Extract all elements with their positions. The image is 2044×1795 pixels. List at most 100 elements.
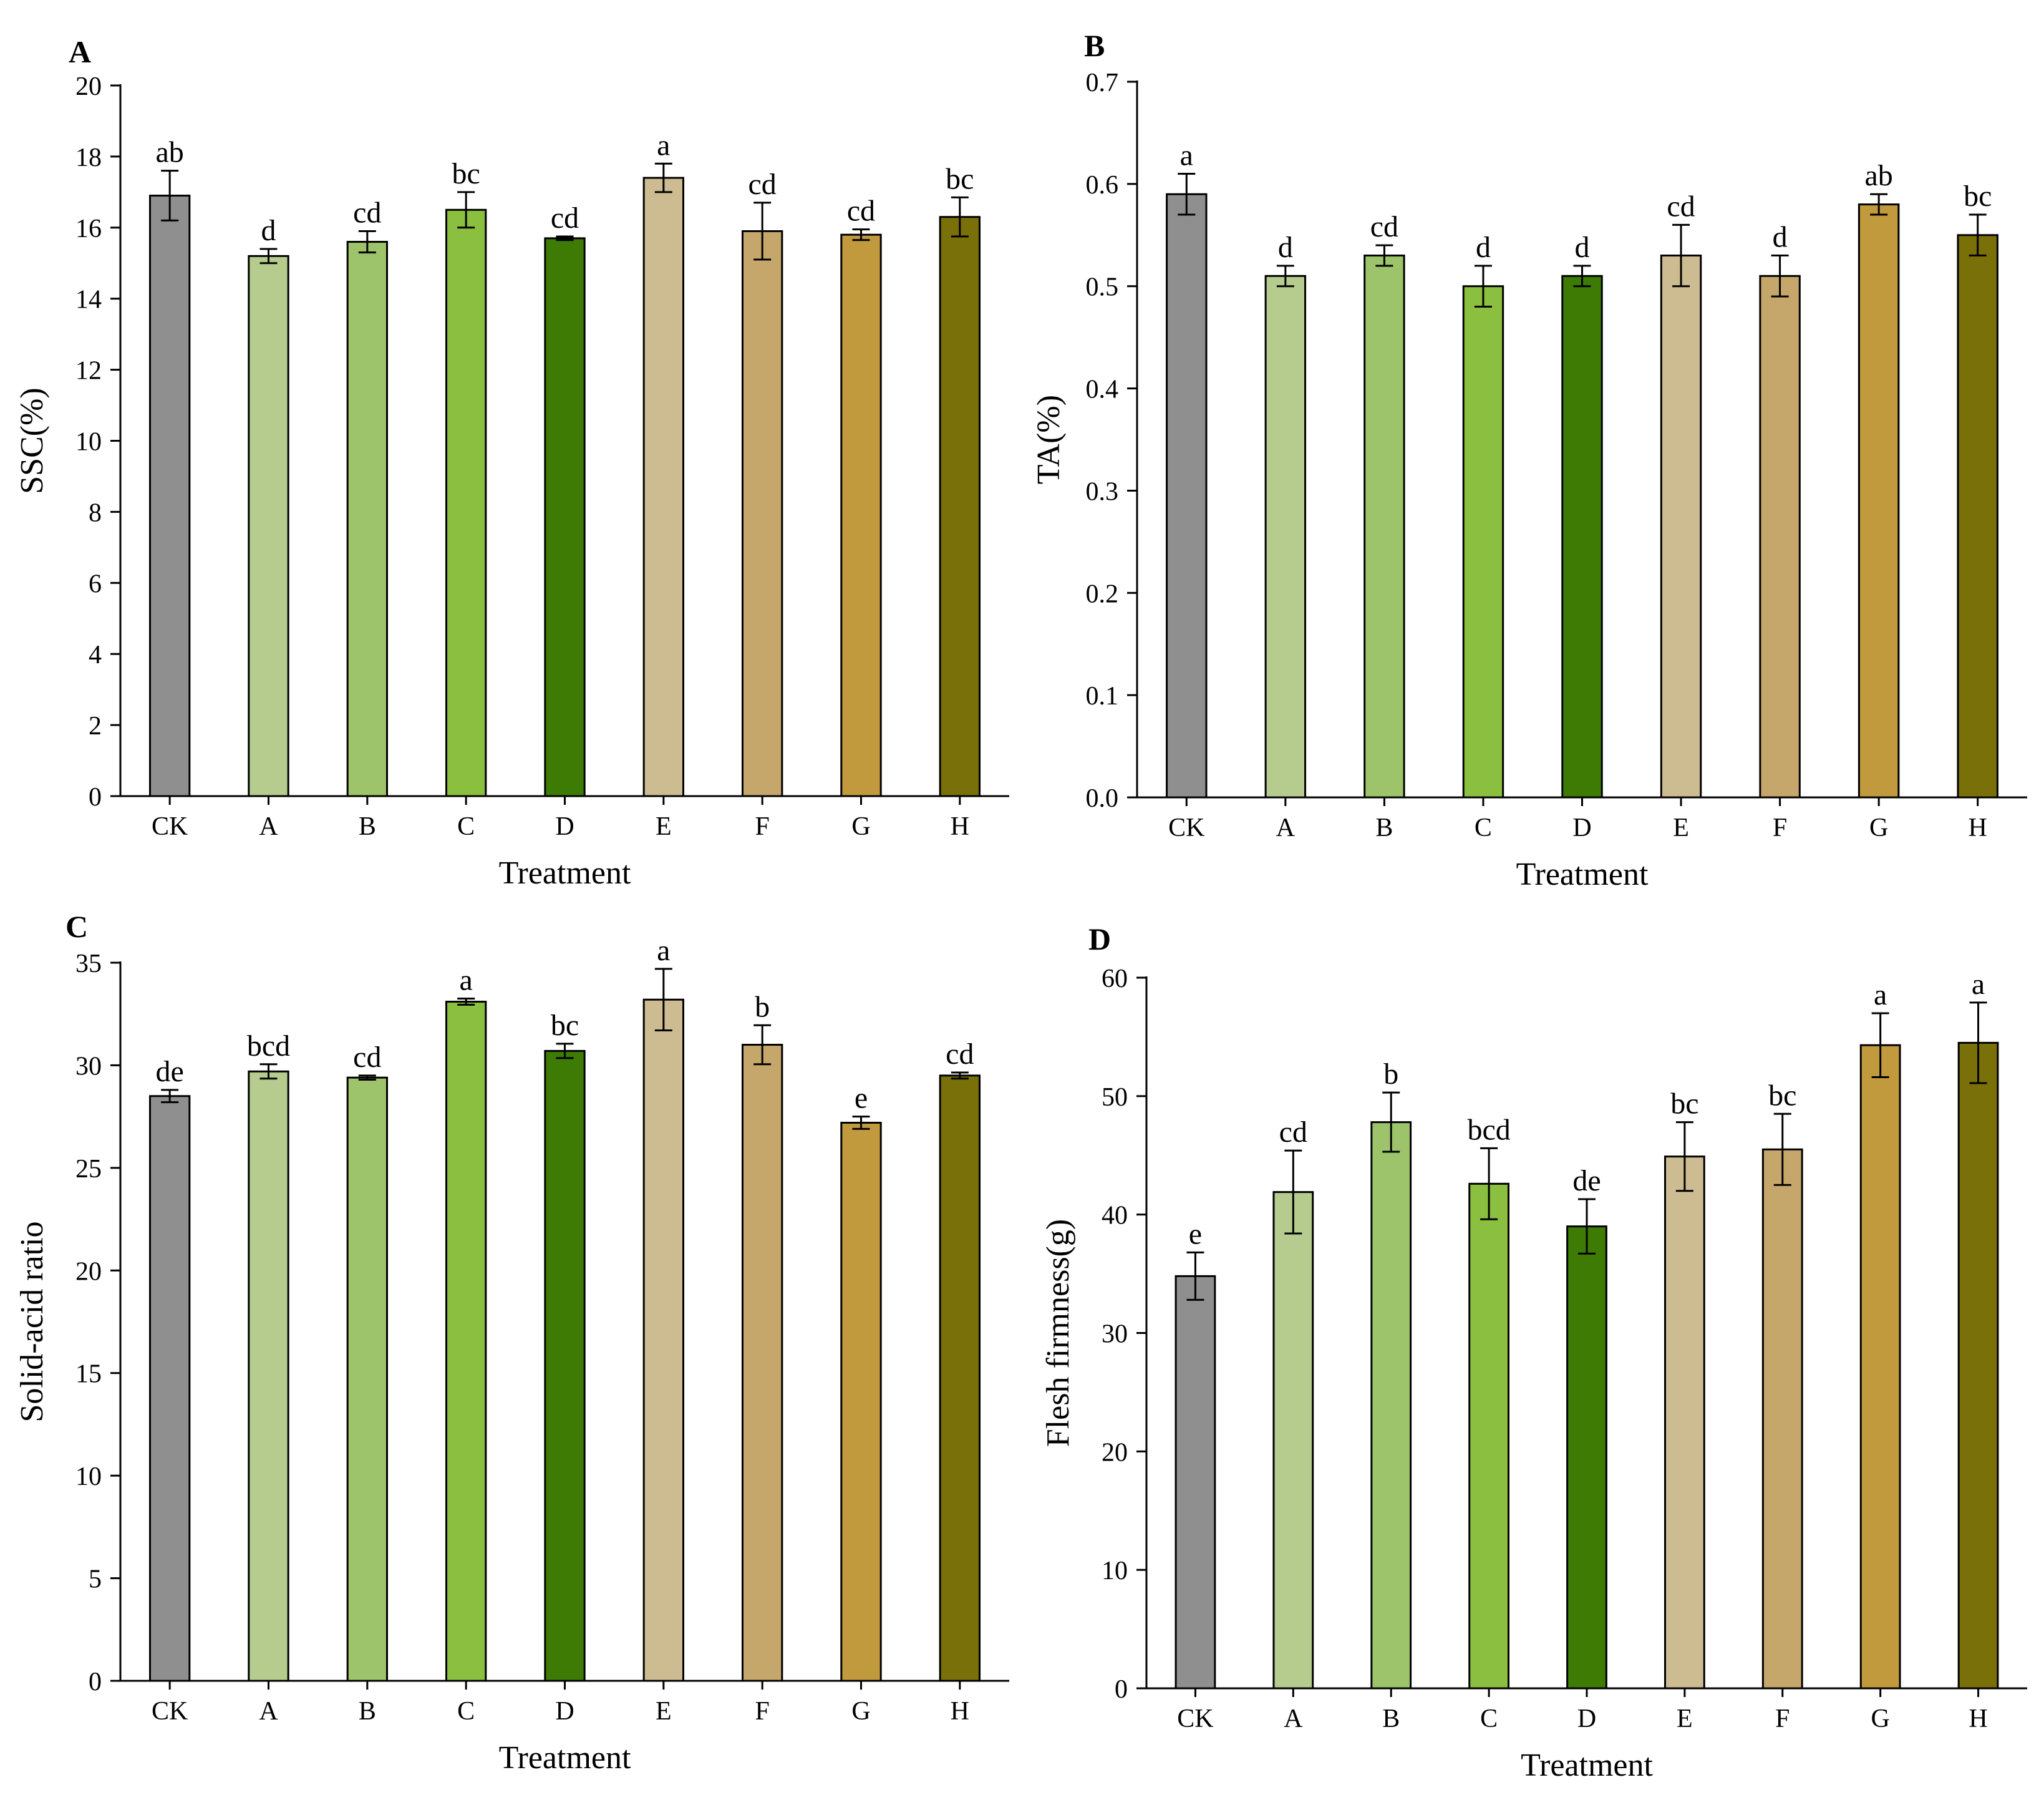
significance-label: ab <box>1865 159 1893 192</box>
x-tick-label: F <box>755 812 769 841</box>
significance-label: de <box>1572 1164 1601 1197</box>
panel-c: Cde CK bcd Acd Ba Cbc Da Eb Fe Gcd H 0 5 10 15 20 25 30 35… <box>14 909 1009 1776</box>
x-tick-label: A <box>259 1697 278 1726</box>
x-axis-title: Treatment <box>499 1740 631 1776</box>
panel-letter: A <box>69 34 91 69</box>
x-tick-label: H <box>951 1697 969 1726</box>
significance-label: cd <box>946 1038 974 1071</box>
bar <box>1272 1191 1314 1690</box>
significance-label: bc <box>551 1009 579 1042</box>
x-tick-label: A <box>1284 1705 1303 1733</box>
significance-label: bcd <box>247 1029 290 1063</box>
x-tick-label: E <box>656 812 672 841</box>
bar <box>742 230 783 797</box>
y-tick-label: 16 <box>75 215 102 243</box>
bar <box>1561 275 1603 799</box>
y-tick-label: 0.3 <box>1086 477 1119 506</box>
y-tick-label: 15 <box>75 1360 102 1389</box>
x-tick-label: D <box>1572 814 1591 842</box>
y-tick-label: 5 <box>89 1565 102 1594</box>
y-tick-label: 14 <box>75 286 102 314</box>
y-tick-label: 10 <box>1102 1557 1128 1585</box>
bar <box>1370 1121 1412 1690</box>
x-tick-label: G <box>1871 1705 1889 1733</box>
y-tick-label: 40 <box>1102 1202 1128 1230</box>
x-axis-title: Treatment <box>499 855 631 891</box>
y-axis-title: TA(%) <box>1031 395 1067 484</box>
y-tick-label: 25 <box>75 1155 102 1184</box>
y-tick-label: 0 <box>89 783 102 812</box>
x-tick-label: E <box>1677 1705 1693 1733</box>
panel-letter: C <box>65 909 88 944</box>
significance-label: a <box>1180 139 1193 172</box>
significance-label: cd <box>551 202 579 235</box>
panel-b: Ba CK d Acd Bd Cd Dcd Ed Fab Gbc H 0.0 0.1 0.2 0.3 0.4 0… <box>1031 28 2027 892</box>
y-tick-label: 0.5 <box>1086 273 1119 302</box>
bar <box>742 1044 783 1682</box>
y-tick-label: 0.6 <box>1086 171 1119 200</box>
bar <box>1664 1155 1705 1690</box>
x-tick-label: CK <box>152 1697 188 1726</box>
significance-label: cd <box>1370 210 1398 243</box>
bar <box>1363 255 1405 799</box>
x-tick-label: G <box>851 1697 870 1726</box>
y-tick-label: 0 <box>89 1668 102 1696</box>
significance-label: de <box>156 1055 184 1088</box>
significance-label: d <box>261 214 276 247</box>
y-tick-label: 20 <box>75 72 102 101</box>
significance-label: d <box>1476 231 1491 264</box>
x-tick-label: B <box>359 812 376 841</box>
bar <box>1264 275 1307 799</box>
x-tick-label: H <box>951 812 969 841</box>
significance-label: cd <box>748 168 777 201</box>
bar <box>346 241 389 797</box>
x-tick-label: A <box>259 812 278 841</box>
x-tick-label: CK <box>1177 1705 1213 1733</box>
y-tick-label: 0.2 <box>1086 580 1119 608</box>
significance-label: bc <box>1670 1087 1698 1121</box>
bar <box>544 237 586 797</box>
y-tick-label: 20 <box>75 1257 102 1286</box>
significance-label: cd <box>1279 1116 1307 1149</box>
x-tick-label: A <box>1276 814 1296 842</box>
x-tick-label: D <box>1577 1705 1596 1733</box>
x-tick-label: B <box>359 1697 376 1726</box>
bar <box>1761 1148 1803 1690</box>
x-tick-label: CK <box>1168 814 1204 842</box>
bar <box>1957 1041 1999 1690</box>
bar <box>1957 234 1998 799</box>
significance-label: cd <box>353 1041 381 1074</box>
y-tick-label: 12 <box>75 357 102 386</box>
y-tick-label: 2 <box>89 712 102 741</box>
bar <box>346 1076 389 1682</box>
y-tick-label: 20 <box>1102 1438 1128 1467</box>
bar <box>939 216 981 797</box>
significance-label: bc <box>1768 1079 1796 1112</box>
y-tick-label: 30 <box>75 1052 102 1081</box>
x-tick-label: H <box>1969 1705 1987 1733</box>
bar <box>642 998 684 1682</box>
bar <box>1462 285 1504 799</box>
x-tick-label: C <box>1475 814 1492 842</box>
panel-letter: D <box>1088 922 1111 956</box>
significance-label: cd <box>1667 190 1695 223</box>
significance-label: b <box>1383 1058 1398 1091</box>
x-axis-title: Treatment <box>1516 857 1649 892</box>
bar <box>642 177 684 797</box>
x-tick-label: C <box>1480 1705 1498 1733</box>
significance-label: d <box>1773 221 1788 254</box>
bar <box>1166 193 1208 799</box>
x-tick-label: D <box>555 812 574 841</box>
x-axis-title: Treatment <box>1521 1748 1653 1783</box>
significance-label: a <box>657 934 670 967</box>
y-tick-label: 8 <box>89 499 102 527</box>
x-tick-label: F <box>755 1697 769 1726</box>
bar <box>1660 255 1702 799</box>
y-axis-title: Flesh firmness(g) <box>1040 1219 1076 1447</box>
x-tick-label: F <box>1775 1705 1790 1733</box>
significance-label: b <box>755 990 770 1023</box>
y-tick-label: 10 <box>75 1462 102 1491</box>
bar <box>149 195 191 797</box>
